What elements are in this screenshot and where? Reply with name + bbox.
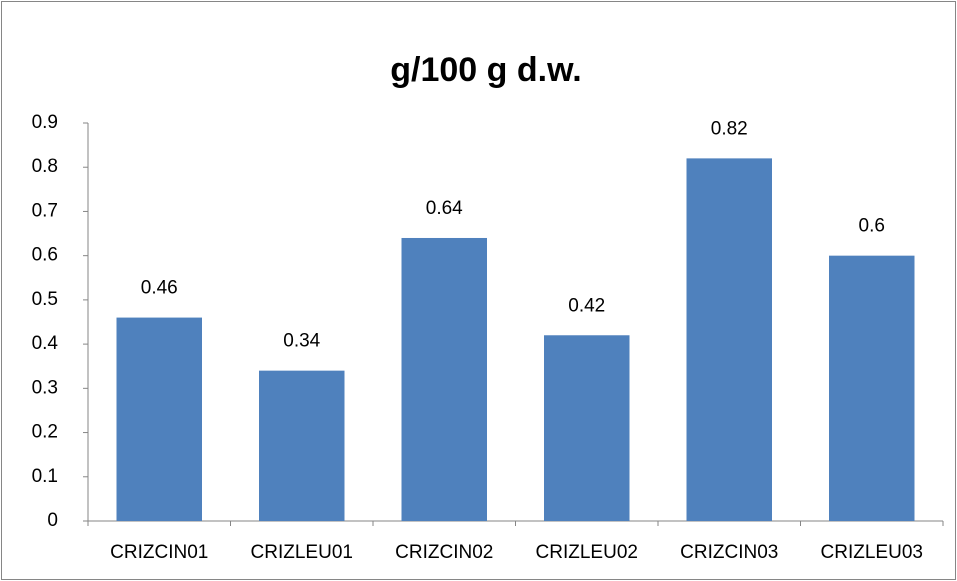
x-tick-label: CRIZLEU03 (821, 542, 923, 563)
y-tick-label: 0.9 (32, 112, 58, 133)
bar (686, 158, 772, 521)
bar (401, 237, 487, 521)
bar (544, 335, 630, 521)
x-tick-label: CRIZCIN01 (110, 542, 208, 563)
y-tick-label: 0.7 (32, 200, 58, 221)
y-tick-label: 0.2 (32, 422, 58, 443)
chart-title: g/100 g d.w. (390, 51, 581, 89)
data-label: 0.64 (426, 198, 463, 219)
bar (259, 370, 345, 521)
y-tick-label: 0.8 (32, 156, 58, 177)
y-tick-label: 0.1 (32, 466, 58, 487)
x-tick-label: CRIZCIN03 (680, 542, 778, 563)
data-label: 0.82 (711, 118, 748, 139)
bar (829, 255, 915, 521)
y-tick-label: 0.5 (32, 289, 58, 310)
data-label: 0.46 (141, 278, 178, 299)
y-tick-label: 0.3 (32, 377, 58, 398)
x-tick-label: CRIZCIN02 (395, 542, 493, 563)
y-tick-label: 0.6 (32, 245, 58, 266)
data-label: 0.6 (859, 216, 885, 237)
x-tick-label: CRIZLEU02 (536, 542, 638, 563)
bar (116, 317, 202, 521)
y-tick-label: 0 (47, 510, 58, 531)
data-label: 0.42 (568, 295, 605, 316)
x-tick-label: CRIZLEU01 (251, 542, 353, 563)
y-tick-label: 0.4 (32, 333, 59, 354)
data-label: 0.34 (283, 331, 320, 352)
